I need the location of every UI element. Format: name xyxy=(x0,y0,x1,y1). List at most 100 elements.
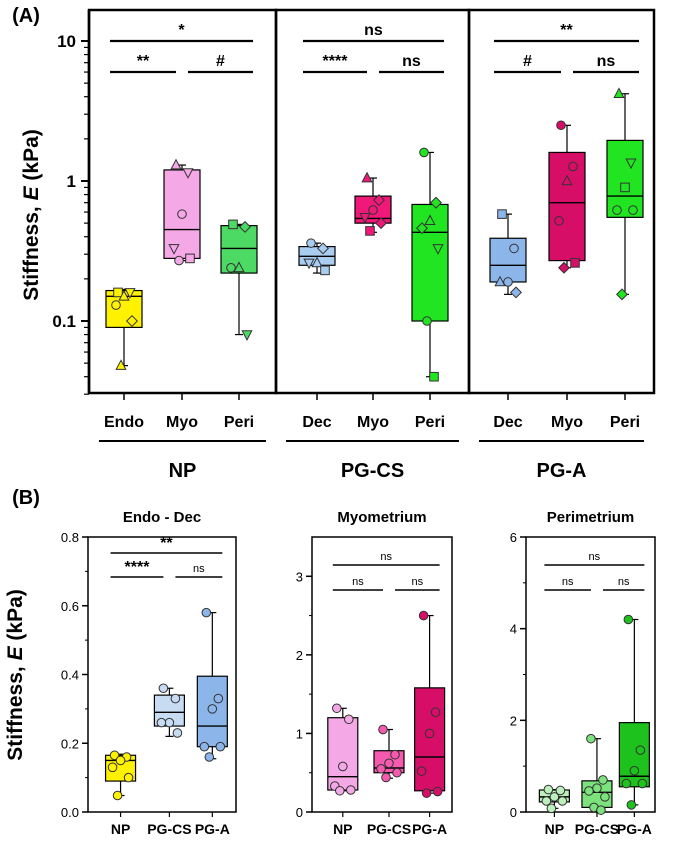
panel-b-perimetrium-np-point xyxy=(557,796,568,806)
panel-b-endo-dec-pg-a-point xyxy=(199,741,210,752)
panel-b-endo-dec-pg-cs-point xyxy=(170,693,181,704)
panel-a-pg-a-sig-label: # xyxy=(523,53,532,70)
panel-a-np-myo-point xyxy=(168,244,180,255)
panel-a-pg-cs-sig-label: ns xyxy=(364,22,383,39)
panel-a-np-endo-point xyxy=(115,359,127,370)
panel-b-perimetrium-pg-a-point xyxy=(629,765,640,776)
panel-b-endo-dec-sig-label: **** xyxy=(125,559,151,576)
panel-b-endo-dec-xtick-label: PG-CS xyxy=(147,821,191,837)
panel-b-myometrium-sig-label: ns xyxy=(411,576,423,588)
panel-b-myometrium-pg-a-point xyxy=(432,786,443,797)
panel-b-myometrium-pg-a-point xyxy=(421,788,432,798)
panel-b-endo-dec-pg-cs-point xyxy=(172,728,183,738)
panel-b-myometrium-pg-a-point xyxy=(424,728,435,739)
panel-a-pg-cs-peri-point xyxy=(415,222,429,235)
panel-a-pg-a-myo-point xyxy=(570,258,580,268)
panel-b-endo-dec-np-point xyxy=(109,750,120,761)
panel-a-np-peri-point xyxy=(228,219,238,230)
panel-b-endo-dec-sig-label: ns xyxy=(193,563,205,575)
panel-a-pg-a-dec-point xyxy=(494,275,506,287)
panel-a-np-myo-point xyxy=(182,168,194,179)
panel-a-np-sig-label: * xyxy=(178,22,185,39)
y-label-prefix: Stiffness, xyxy=(4,660,27,760)
panel-a-pg-cs-sig-label: **** xyxy=(323,53,349,70)
panel-b-myometrium-xtick-label: PG-CS xyxy=(367,821,411,837)
panel-a-pg-a-dec-point xyxy=(497,209,507,219)
panel-a-pg-cs-myo-point xyxy=(374,217,388,230)
panel-a-pg-cs-peri-point xyxy=(422,316,432,326)
panel-a-pg-a-peri-point xyxy=(625,158,637,170)
panel-b-endo-dec-pg-cs-point xyxy=(156,717,167,728)
panel-b-endo-dec-ytick-label: 0.0 xyxy=(61,805,79,820)
panel-b-myometrium-np-point xyxy=(338,761,348,772)
panel-a-np-endo-point xyxy=(113,287,123,298)
panel-b-myometrium-xtick-label: NP xyxy=(333,821,352,837)
y-label-var: E xyxy=(20,185,43,200)
panel-a-frame-pg-a xyxy=(467,8,656,395)
panel-b-perimetrium-sig-label: ns xyxy=(562,576,574,588)
panel-b-endo-dec-xtick-label: PG-A xyxy=(195,821,230,837)
panel-b-myometrium-np-point xyxy=(332,703,342,714)
panel-a-pg-a-dec-point xyxy=(503,277,513,287)
panel-a-pg-a-xtick-label: Dec xyxy=(493,414,522,431)
panel-b-endo-dec-np-point xyxy=(115,755,126,766)
panel-a-pg-cs-dec-point xyxy=(311,256,323,268)
panel-a-pg-cs-xtick-label: Myo xyxy=(357,414,389,431)
panel-a-np-endo-point xyxy=(111,300,121,310)
panel-b-endo-dec-np-point xyxy=(112,790,123,801)
panel-b-perimetrium-pg-cs-point xyxy=(600,792,610,802)
panel-b-perimetrium-pg-cs-point xyxy=(598,775,608,785)
panel-a-np-peri-point xyxy=(241,330,253,341)
panel-a-pg-cs-xtick-label: Peri xyxy=(415,414,445,431)
panel-a-ytick-label: 0.1 xyxy=(52,312,76,331)
panel-a-pg-a-dec-point xyxy=(509,286,523,299)
panel-a-pg-a-sig-label: ** xyxy=(560,22,573,39)
panel-b-perimetrium-np-point xyxy=(555,785,566,796)
panel-b-perimetrium-ytick-label: 0 xyxy=(510,805,517,820)
panel-b-endo-dec-sig-label: ** xyxy=(160,535,173,552)
panel-b-myometrium-np-point xyxy=(335,785,345,796)
panel-a-ytick-label: 10 xyxy=(57,32,76,51)
panel-b-myometrium-pg-cs-point xyxy=(378,724,388,735)
panel-b-perimetrium-title: Perimetrium xyxy=(547,509,635,526)
panel-b-perimetrium-np-point xyxy=(543,784,554,795)
panel-b-perimetrium-np-point xyxy=(549,792,560,802)
panel-a-pg-cs-dec-point xyxy=(320,265,330,276)
panel-b-perimetrium-pg-a-point xyxy=(637,778,648,789)
panel-a-pg-cs-group-label: PG-CS xyxy=(341,460,404,482)
panel-a-pg-a-peri-point xyxy=(612,205,622,215)
panel-b-myometrium-pg-cs-point xyxy=(384,758,394,769)
panel-b-myometrium-pg-a-point xyxy=(430,707,441,718)
panel-b-myometrium-pg-a-point xyxy=(418,610,429,621)
panel-a-pg-cs-peri-point xyxy=(429,196,443,209)
panel-b-perimetrium-sig-label: ns xyxy=(589,551,601,563)
panel-b-myometrium-xtick-label: PG-A xyxy=(412,821,447,837)
panel-a-pg-cs-myo-point xyxy=(368,205,378,215)
panel-a-pg-a-peri-box xyxy=(606,139,644,218)
panel-b-y-label: Stiffness, E (kPa) xyxy=(4,589,27,761)
panel-a-np-myo-point xyxy=(185,253,195,264)
panel-b-perimetrium-pg-a-box xyxy=(618,722,650,788)
panel-b-myometrium-sig-label: ns xyxy=(380,551,392,563)
panel-b-endo-dec-ytick-label: 0.2 xyxy=(61,736,79,751)
panel-a-pg-cs-myo-point xyxy=(361,171,373,183)
panel-b-endo-dec-pg-a-point xyxy=(207,704,218,714)
panel-b-perimetrium-xtick-label: NP xyxy=(545,821,564,837)
panel-b-endo-dec-ytick-label: 0.4 xyxy=(61,668,79,683)
panel-a-pg-a-myo-point xyxy=(556,120,566,131)
panel-a-pg-cs-myo-point xyxy=(372,194,386,207)
panel-a-pg-cs-myo-point xyxy=(365,226,375,236)
panel-a-pg-a-peri-point xyxy=(628,205,638,215)
panel-a-np-endo-point xyxy=(118,289,130,301)
panel-a-pg-cs-dec-point xyxy=(306,238,316,248)
y-label-unit: (kPa) xyxy=(20,129,43,186)
panel-a-np-group-label: NP xyxy=(169,460,197,482)
panel-b-myometrium-sig-label: ns xyxy=(352,576,364,588)
panel-b-endo-dec-np-point xyxy=(123,772,134,783)
panel-a-np-myo-point xyxy=(174,255,184,266)
panel-a-np-myo-point xyxy=(177,209,187,219)
panel-a-pg-a-myo-point xyxy=(568,161,578,172)
panel-b-myometrium-pg-a-point xyxy=(416,766,427,776)
panel-a-ytick-label: 1 xyxy=(67,172,76,191)
panel-b-perimetrium-ytick-label: 2 xyxy=(510,713,517,728)
